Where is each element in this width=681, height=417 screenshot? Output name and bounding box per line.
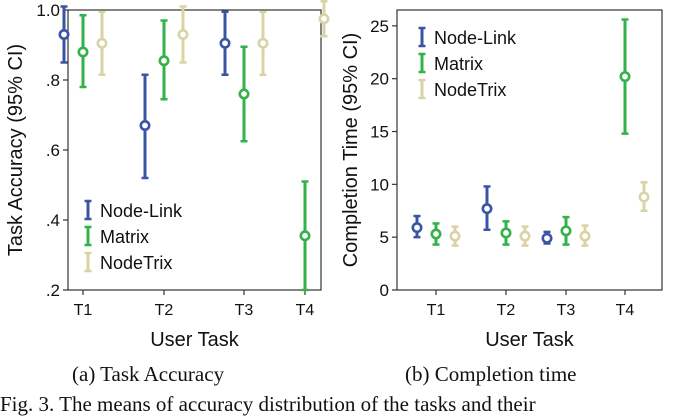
- x-tick-label: T1: [427, 302, 446, 319]
- mean-point: [481, 203, 493, 215]
- mean-point: [541, 232, 553, 244]
- mean-point: [411, 222, 423, 234]
- figure-text-line: Fig. 3. The means of accuracy distributi…: [0, 392, 536, 416]
- y-tick-label: 15: [370, 123, 389, 142]
- mean-point: [299, 230, 311, 242]
- legend-label: Matrix: [434, 54, 483, 74]
- y-tick-label: 5: [380, 228, 389, 247]
- y-tick-label: 20: [370, 70, 389, 89]
- mean-point: [519, 230, 531, 242]
- x-tick-label: T3: [235, 302, 254, 319]
- mean-point: [430, 228, 442, 240]
- x-tick-label: T2: [155, 302, 174, 319]
- y-axis-label: Task Accuracy (95% CI): [5, 44, 27, 256]
- mean-point: [619, 71, 631, 83]
- mean-point: [77, 46, 89, 58]
- y-tick-label: 0: [380, 281, 389, 300]
- y-tick-label: 25: [370, 17, 389, 36]
- y-tick-label: .4: [46, 211, 60, 230]
- y-tick-label: .8: [46, 71, 60, 90]
- mean-point: [318, 13, 330, 25]
- y-tick-label: .2: [46, 281, 60, 300]
- mean-point: [638, 191, 650, 203]
- mean-point: [560, 225, 572, 237]
- y-tick-label: 1.0: [36, 1, 60, 20]
- mean-point: [579, 230, 591, 242]
- mean-point: [219, 37, 231, 49]
- legend-label: NodeTrix: [100, 253, 172, 273]
- x-tick-label: T2: [497, 302, 516, 319]
- x-tick-label: T3: [557, 302, 576, 319]
- mean-point: [449, 230, 461, 242]
- mean-point: [139, 120, 151, 132]
- legend-label: Node-Link: [100, 201, 183, 221]
- legend-label: Matrix: [100, 227, 149, 247]
- y-tick-label: .6: [46, 141, 60, 160]
- mean-point: [96, 37, 108, 49]
- mean-point: [257, 37, 269, 49]
- x-tick-label: T1: [74, 302, 93, 319]
- legend-label: Node-Link: [434, 28, 517, 48]
- legend-label: NodeTrix: [434, 80, 506, 100]
- plot-frame: [396, 9, 663, 291]
- accuracy-chart: .2 .4 .6 .8 1.0 T1 T2 T3 T4 User Task Task Accurac…: [5, 0, 330, 351]
- mean-point: [238, 88, 250, 100]
- y-axis-label: Completion Time (95% CI): [340, 33, 362, 268]
- caption-a: (a) Task Accuracy: [72, 362, 225, 386]
- completion-time-chart: 0 5 10 15 20 25 T1 T2 T3 T4 User Task Completion Ti…: [340, 9, 663, 351]
- x-axis-label: User Task: [150, 329, 240, 351]
- x-tick-label: T4: [616, 302, 635, 319]
- plot-frame: [67, 9, 322, 291]
- y-tick-label: 10: [370, 175, 389, 194]
- x-tick-label: T4: [296, 302, 315, 319]
- x-axis-label: User Task: [485, 329, 575, 351]
- mean-point: [58, 28, 70, 40]
- mean-point: [177, 28, 189, 40]
- mean-point: [158, 55, 170, 67]
- caption-b: (b) Completion time: [405, 362, 577, 386]
- mean-point: [500, 227, 512, 239]
